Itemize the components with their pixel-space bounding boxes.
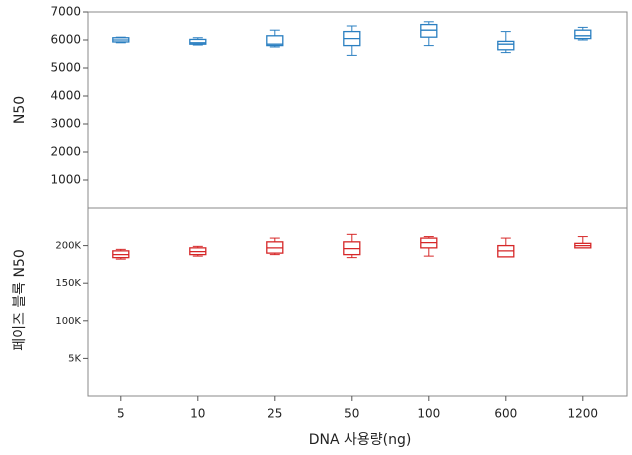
y-tick-label: 6000	[50, 33, 81, 47]
box	[497, 40, 515, 51]
y-tick-label: 1000	[50, 173, 81, 187]
x-tick-label: 600	[494, 407, 517, 421]
box	[266, 35, 284, 47]
x-tick-label: 1200	[568, 407, 599, 421]
y-tick-label: 5K	[68, 353, 81, 364]
box	[189, 38, 207, 45]
y-tick-label: 200K	[55, 241, 81, 252]
y-tick-label: 4000	[50, 89, 81, 103]
y-tick-label: 5000	[50, 61, 81, 75]
y-tick-label: 150K	[55, 278, 81, 289]
y-tick-label: 3000	[50, 117, 81, 131]
y-tick-label: 2000	[50, 145, 81, 159]
box	[574, 29, 592, 40]
x-tick-label: 10	[190, 407, 205, 421]
x-axis-label: DNA 사용량(ng)	[309, 432, 412, 448]
plot-frame	[87, 11, 628, 397]
y-axis-label: 페이즈 블록 N50	[12, 249, 28, 351]
x-tick-label: 50	[344, 407, 359, 421]
x-tick-label: 100	[417, 407, 440, 421]
y-tick-label: 100K	[55, 316, 81, 327]
y-tick-label: 7000	[50, 5, 81, 19]
box	[420, 23, 438, 38]
x-tick-label: 5	[117, 407, 125, 421]
y-axis-label: N50	[12, 96, 28, 124]
x-tick-label: 25	[267, 407, 282, 421]
